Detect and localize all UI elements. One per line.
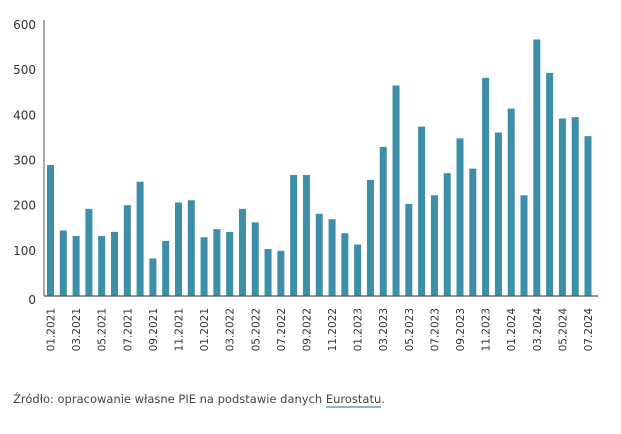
bar-09.2021 <box>149 258 157 296</box>
bar-04.2021 <box>85 208 93 296</box>
x-tick-label: 05.2022 <box>250 308 262 351</box>
bar-01.2023 <box>354 244 362 296</box>
bar-02.2024 <box>520 195 528 296</box>
bar-03.2024 <box>533 39 541 296</box>
x-tick-label: 01.2021 <box>199 308 211 351</box>
x-tick-label: 01.2024 <box>506 308 518 352</box>
bar-11.2022 <box>328 219 336 296</box>
bar-11.2023 <box>482 77 490 296</box>
bar-02.2021 <box>59 230 67 296</box>
bar-07.2024 <box>584 136 592 296</box>
y-tick-label: 500 <box>13 63 36 77</box>
x-tick-label: 07.2024 <box>583 308 595 352</box>
x-axis-ticks: 01.2021 03.2021 05.2021 07.2021 09.2021 11.20… <box>46 308 596 352</box>
source-period: . <box>381 392 385 406</box>
x-tick-label: 05.2021 <box>97 308 109 351</box>
bar-04.2023 <box>392 85 400 297</box>
x-tick-label: 11.2021 <box>173 308 185 351</box>
x-tick-label: 09.2022 <box>301 308 313 351</box>
bar-01.2024 <box>507 108 515 296</box>
bar-04.2022 <box>238 208 246 296</box>
x-tick-label: 07.2023 <box>429 308 441 351</box>
bar-04.2024 <box>546 72 554 296</box>
bar-10.2021 <box>162 240 170 296</box>
source-note: Źródło: opracowanie własne PIE na podsta… <box>13 392 385 408</box>
bar-12.2022 <box>341 233 349 296</box>
bar-05.2024 <box>558 118 566 296</box>
bar-07.2021 <box>123 205 131 296</box>
y-tick-label: 400 <box>13 108 36 122</box>
bar-02.2023 <box>366 179 374 296</box>
x-tick-label: 09.2021 <box>148 308 160 351</box>
bar-06.2022 <box>264 249 272 296</box>
bar-06.2023 <box>418 126 426 297</box>
bar-09.2023 <box>456 138 464 296</box>
x-tick-label: 01.2023 <box>353 308 365 351</box>
bar-08.2023 <box>443 173 451 296</box>
bar-02.2022 <box>213 229 221 296</box>
y-tick-label: 300 <box>13 154 36 168</box>
y-axis-ticks: 0 100 200 300 400 500 600 <box>13 18 36 307</box>
bar-03.2022 <box>226 231 234 296</box>
bar-05.2021 <box>98 235 106 296</box>
y-tick-label: 600 <box>13 18 36 32</box>
bar-10.2022 <box>315 213 323 296</box>
bar-01.2022 <box>200 237 208 296</box>
bar-08.2021 <box>136 181 144 296</box>
x-tick-label: 03.2023 <box>378 308 390 351</box>
x-tick-label: 03.2021 <box>71 308 83 351</box>
x-tick-label: 05.2024 <box>557 308 569 352</box>
bar-chart: 0 100 200 300 400 500 600 01.2021 03.2021 05.202… <box>13 18 598 352</box>
bar-10.2023 <box>469 168 477 296</box>
eurostat-link[interactable]: Eurostatu <box>325 392 382 408</box>
bar-09.2022 <box>302 174 310 296</box>
bar-06.2021 <box>110 231 118 296</box>
x-tick-label: 09.2023 <box>455 308 467 351</box>
bars-group <box>47 39 592 297</box>
y-tick-label: 0 <box>28 293 36 307</box>
bar-01.2021 <box>47 165 54 296</box>
x-tick-label: 01.2021 <box>46 308 58 351</box>
x-tick-label: 11.2022 <box>327 308 339 351</box>
x-tick-label: 03.2022 <box>225 308 237 351</box>
bar-11.2021 <box>174 202 182 296</box>
bar-12.2023 <box>494 132 502 296</box>
bar-07.2023 <box>430 195 438 296</box>
bar-03.2021 <box>72 235 80 296</box>
x-tick-label: 03.2024 <box>532 308 544 352</box>
x-tick-label: 07.2022 <box>276 308 288 351</box>
x-tick-label: 11.2023 <box>481 308 493 351</box>
bar-06.2024 <box>571 117 579 296</box>
x-tick-label: 07.2021 <box>122 308 134 351</box>
x-tick-label: 05.2023 <box>404 308 416 351</box>
y-tick-label: 100 <box>13 244 36 258</box>
bar-05.2023 <box>405 203 413 296</box>
bar-08.2022 <box>290 174 298 296</box>
bar-12.2021 <box>187 200 195 296</box>
bar-05.2022 <box>251 222 259 296</box>
bar-03.2023 <box>379 146 387 296</box>
bar-07.2022 <box>277 250 285 296</box>
source-text: Źródło: opracowanie własne PIE na podsta… <box>13 392 326 406</box>
y-tick-label: 200 <box>13 199 36 213</box>
